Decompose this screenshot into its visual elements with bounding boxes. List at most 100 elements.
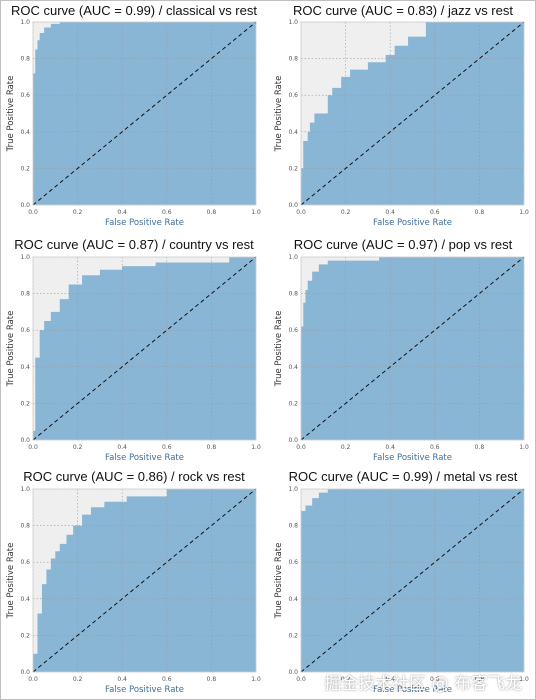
x-tick-label: 1.0 — [519, 209, 529, 216]
y-tick-label: 0.8 — [20, 291, 30, 298]
x-axis-label: False Positive Rate — [105, 685, 184, 695]
x-axis-label: False Positive Rate — [373, 218, 452, 228]
diagonal-reference-line — [300, 256, 525, 441]
x-tick-label: 1.0 — [251, 676, 261, 683]
y-tick-label: 0.6 — [288, 327, 298, 334]
y-tick-label: 0.6 — [20, 327, 30, 334]
y-tick-label: 0.8 — [288, 523, 298, 530]
chart-title: ROC curve (AUC = 0.99) / classical vs re… — [11, 3, 257, 18]
y-tick-label: 1.0 — [20, 254, 30, 261]
x-tick-label: 1.0 — [251, 209, 261, 216]
diagonal-reference-line — [32, 21, 257, 206]
x-tick-label: 0.6 — [162, 209, 172, 216]
x-tick-label: 0.6 — [162, 676, 172, 683]
y-tick-label: 0.0 — [20, 202, 30, 209]
y-tick-label: 0.2 — [288, 632, 298, 639]
y-tick-label: 0.4 — [288, 364, 298, 371]
plot-border — [32, 488, 257, 673]
y-tick-label: 0.6 — [288, 92, 298, 99]
y-tick-label: 0.2 — [20, 632, 30, 639]
plot-border — [32, 256, 257, 441]
y-tick-label: 0.0 — [288, 437, 298, 444]
x-tick-label: 0.8 — [475, 444, 485, 451]
y-axis-label: True Positive Rate — [274, 76, 284, 153]
x-tick-label: 1.0 — [519, 676, 529, 683]
x-tick-label: 0.4 — [385, 209, 395, 216]
x-tick-label: 0.8 — [475, 209, 485, 216]
x-tick-label: 0.2 — [73, 444, 83, 451]
x-tick-label: 0.2 — [341, 676, 351, 683]
chart-title: ROC curve (AUC = 0.97) / pop vs rest — [294, 237, 513, 252]
x-tick-label: 0.4 — [117, 676, 127, 683]
chart-title: ROC curve (AUC = 0.87) / country vs rest — [14, 237, 254, 252]
x-tick-label: 0.8 — [207, 444, 217, 451]
x-tick-label: 1.0 — [251, 444, 261, 451]
y-tick-label: 0.0 — [20, 669, 30, 676]
diagonal-reference-line — [300, 21, 525, 206]
x-tick-label: 1.0 — [519, 444, 529, 451]
x-axis-label: False Positive Rate — [373, 453, 452, 463]
plot-border — [300, 488, 525, 673]
y-axis-label: True Positive Rate — [274, 543, 284, 620]
y-axis-label: True Positive Rate — [6, 76, 16, 153]
x-tick-label: 0.2 — [73, 209, 83, 216]
y-tick-label: 0.8 — [288, 291, 298, 298]
x-tick-label: 0.0 — [28, 209, 38, 216]
x-tick-label: 0.2 — [341, 444, 351, 451]
y-tick-label: 1.0 — [20, 486, 30, 493]
y-tick-label: 0.8 — [288, 56, 298, 63]
diagonal-reference-line — [32, 256, 257, 441]
y-tick-label: 1.0 — [288, 19, 298, 26]
y-tick-label: 0.2 — [20, 400, 30, 407]
watermark: 掘金技术社区 @ 布客飞龙 — [324, 674, 522, 694]
y-tick-label: 0.2 — [288, 165, 298, 172]
y-tick-label: 0.4 — [288, 596, 298, 603]
y-tick-label: 0.4 — [20, 596, 30, 603]
chart-title: ROC curve (AUC = 0.86) / rock vs rest — [23, 469, 245, 484]
x-tick-label: 0.8 — [207, 209, 217, 216]
x-tick-label: 0.8 — [207, 676, 217, 683]
y-tick-label: 1.0 — [288, 486, 298, 493]
y-axis-label: True Positive Rate — [6, 311, 16, 388]
chart-title: ROC curve (AUC = 0.99) / metal vs rest — [289, 469, 518, 484]
x-tick-label: 0.6 — [430, 444, 440, 451]
diagonal-reference-line — [300, 488, 525, 673]
x-tick-label: 0.6 — [430, 676, 440, 683]
y-tick-label: 0.6 — [20, 92, 30, 99]
plot-border — [300, 256, 525, 441]
y-tick-label: 1.0 — [288, 254, 298, 261]
x-tick-label: 0.4 — [117, 444, 127, 451]
y-axis-label: True Positive Rate — [6, 543, 16, 620]
x-tick-label: 0.6 — [162, 444, 172, 451]
x-tick-label: 0.4 — [385, 676, 395, 683]
x-tick-label: 0.6 — [430, 209, 440, 216]
x-tick-label: 0.0 — [296, 209, 306, 216]
y-tick-label: 0.8 — [20, 523, 30, 530]
x-tick-label: 0.0 — [28, 676, 38, 683]
plot-border — [32, 21, 257, 206]
x-axis-label: False Positive Rate — [373, 685, 452, 695]
x-tick-label: 0.0 — [28, 444, 38, 451]
x-tick-label: 0.2 — [341, 209, 351, 216]
y-tick-label: 0.2 — [288, 400, 298, 407]
x-axis-label: False Positive Rate — [105, 218, 184, 228]
x-tick-label: 0.2 — [73, 676, 83, 683]
y-tick-label: 0.6 — [20, 559, 30, 566]
y-axis-label: True Positive Rate — [274, 311, 284, 388]
y-tick-label: 1.0 — [20, 19, 30, 26]
chart-title: ROC curve (AUC = 0.83) / jazz vs rest — [293, 3, 513, 18]
diagonal-reference-line — [32, 488, 257, 673]
y-tick-label: 0.0 — [288, 202, 298, 209]
x-tick-label: 0.8 — [475, 676, 485, 683]
plot-border — [300, 21, 525, 206]
x-tick-label: 0.0 — [296, 676, 306, 683]
y-tick-label: 0.4 — [288, 129, 298, 136]
y-tick-label: 0.2 — [20, 165, 30, 172]
y-tick-label: 0.4 — [20, 129, 30, 136]
